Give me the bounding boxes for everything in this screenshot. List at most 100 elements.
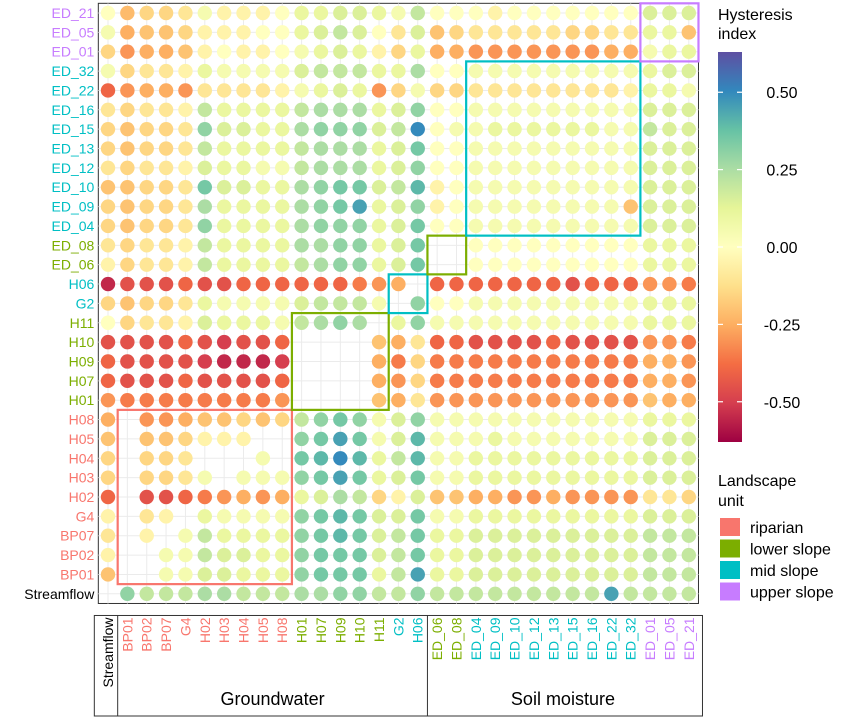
heatmap-cell <box>565 5 580 21</box>
y-tick-label: ED_10 <box>52 179 95 195</box>
heatmap-cell <box>294 44 309 59</box>
heatmap-cell <box>120 238 135 253</box>
heatmap-cell <box>275 180 290 195</box>
heatmap-cell <box>120 354 135 369</box>
heatmap-cell <box>410 528 425 543</box>
heatmap-cell <box>662 141 677 156</box>
heatmap-cell <box>565 257 580 272</box>
heatmap-cell <box>449 218 464 234</box>
heatmap-cell <box>546 393 561 408</box>
heatmap-cell <box>371 509 387 524</box>
heatmap-cell <box>526 509 542 524</box>
heatmap-cell <box>178 199 193 214</box>
heatmap-cell <box>642 470 658 485</box>
heatmap-cell <box>391 25 406 40</box>
heatmap-cell <box>526 44 542 59</box>
heatmap-cell <box>584 5 600 21</box>
heatmap-cell <box>526 431 542 447</box>
heatmap-cell <box>642 528 658 543</box>
heatmap-cell <box>352 470 367 485</box>
heatmap-cell <box>333 25 348 40</box>
heatmap-cell <box>410 25 425 40</box>
heatmap-cell <box>139 25 154 40</box>
heatmap-cell <box>681 276 696 292</box>
heatmap-cell <box>371 160 387 176</box>
heatmap-cell <box>391 44 406 59</box>
heatmap-cell <box>275 547 290 563</box>
heatmap-cell <box>468 470 484 485</box>
heatmap-cell <box>255 334 271 350</box>
y-tick-label: ED_22 <box>52 82 95 98</box>
heatmap-cell <box>565 44 580 59</box>
heatmap-cell <box>546 315 561 330</box>
heatmap-cell <box>410 44 425 59</box>
heatmap-cell <box>236 83 251 98</box>
heatmap-cell <box>584 121 600 137</box>
heatmap-cell <box>681 199 696 214</box>
heatmap-cell <box>313 451 329 466</box>
heatmap-cell <box>197 315 212 330</box>
heatmap-cell <box>604 567 619 582</box>
heatmap-cell <box>178 567 193 582</box>
x-tick-label: ED_10 <box>507 617 523 660</box>
heatmap-cell <box>429 547 445 563</box>
heatmap-cell <box>584 315 600 330</box>
heatmap-cell <box>526 528 542 543</box>
heatmap-cell <box>410 257 425 272</box>
heatmap-cell <box>371 296 387 311</box>
heatmap-cell <box>584 238 600 253</box>
heatmap-cell <box>681 451 696 466</box>
heatmap-cell <box>352 63 367 79</box>
heatmap-cell <box>449 528 464 543</box>
y-tick-label: ED_06 <box>52 257 95 273</box>
heatmap-cell <box>449 354 464 369</box>
heatmap-cell <box>642 199 658 214</box>
heatmap-cell <box>391 470 406 485</box>
heatmap-cell <box>584 276 600 292</box>
colorbar-tick-label: 0.50 <box>766 85 797 102</box>
heatmap-cell <box>546 25 561 40</box>
heatmap-cell <box>352 5 367 21</box>
heatmap-cell <box>255 199 271 214</box>
heatmap-cell <box>197 160 212 176</box>
heatmap-cell <box>255 528 271 543</box>
heatmap-cell <box>546 257 561 272</box>
heatmap-cell <box>507 180 522 195</box>
heatmap-cell <box>468 296 484 311</box>
y-tick-label: H02 <box>69 489 95 505</box>
heatmap-cell <box>642 586 658 601</box>
heatmap-cell <box>604 547 619 563</box>
heatmap-cell <box>313 44 329 59</box>
heatmap-cell <box>255 83 271 98</box>
heatmap-cell <box>100 276 116 292</box>
heatmap-cell <box>662 567 677 582</box>
heatmap-cell <box>468 218 484 234</box>
heatmap-cell <box>449 5 464 21</box>
heatmap-cell <box>526 121 542 137</box>
x-tick-label: H10 <box>352 617 368 643</box>
heatmap-cell <box>294 121 309 137</box>
heatmap-cell <box>507 141 522 156</box>
heatmap-cell <box>546 567 561 582</box>
heatmap-cell <box>410 141 425 156</box>
heatmap-cell <box>294 160 309 176</box>
heatmap-cell <box>371 470 387 485</box>
y-tick-label: BP01 <box>60 566 94 582</box>
heatmap-cell <box>100 567 116 582</box>
y-tick-label: ED_21 <box>52 5 95 21</box>
heatmap-cell <box>662 257 677 272</box>
heatmap-cell <box>313 25 329 40</box>
heatmap-cell <box>584 25 600 40</box>
heatmap-cell <box>294 567 309 582</box>
heatmap-cell <box>623 276 638 292</box>
heatmap-cell <box>255 257 271 272</box>
heatmap-cell <box>352 412 367 427</box>
heatmap-cell <box>120 334 135 350</box>
heatmap-cell <box>584 334 600 350</box>
heatmap-cell <box>333 567 348 582</box>
heatmap-cell <box>100 489 116 505</box>
x-tick-label: ED_06 <box>429 617 445 660</box>
heatmap-cell <box>352 451 367 466</box>
heatmap-cell <box>488 470 503 485</box>
heatmap-cell <box>681 470 696 485</box>
